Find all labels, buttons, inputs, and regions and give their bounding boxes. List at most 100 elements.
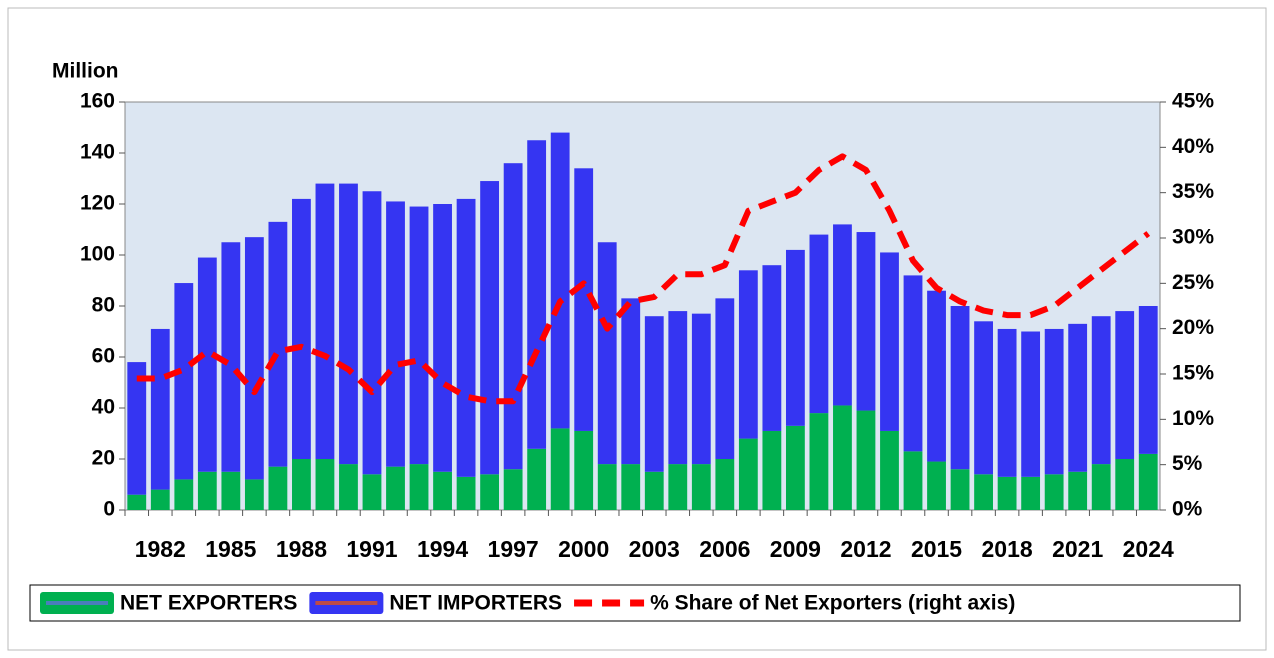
y-tick-label: 60 — [92, 345, 115, 368]
bar — [668, 311, 688, 465]
bar — [738, 438, 758, 510]
bar — [691, 464, 711, 510]
bar — [386, 466, 405, 510]
bar — [174, 283, 194, 480]
bar — [1115, 459, 1135, 510]
y2-tick-label: 5% — [1172, 452, 1203, 475]
bar — [268, 221, 288, 467]
bar — [597, 464, 617, 510]
y-tick-label: 160 — [80, 90, 115, 113]
bar — [574, 168, 594, 431]
bar — [150, 489, 170, 510]
y-tick-label: 80 — [92, 294, 115, 317]
bar — [880, 430, 899, 510]
y-axis-title: Million — [52, 60, 119, 83]
bar — [1068, 471, 1088, 510]
bar — [809, 413, 829, 510]
legend-label: % Share of Net Exporters (right axis) — [650, 592, 1015, 615]
bar — [621, 464, 641, 510]
bar — [762, 430, 782, 510]
bar — [197, 471, 217, 510]
bar — [433, 471, 452, 510]
bar — [738, 270, 758, 439]
bar — [903, 275, 923, 452]
bar — [292, 459, 311, 510]
bar — [785, 425, 805, 510]
bar — [292, 198, 311, 459]
bar — [503, 469, 523, 510]
bar — [1021, 476, 1041, 510]
bar — [480, 181, 500, 475]
bar — [715, 459, 735, 510]
bar — [127, 362, 147, 495]
bar — [856, 232, 876, 411]
bar — [644, 471, 664, 510]
bar — [197, 257, 217, 472]
bar — [480, 474, 500, 510]
bar — [856, 410, 876, 510]
y2-tick-label: 0% — [1172, 498, 1203, 521]
bar — [221, 242, 241, 472]
bar — [809, 234, 829, 414]
bar — [362, 191, 382, 475]
bar — [409, 464, 429, 510]
bar — [527, 448, 547, 510]
bar — [927, 290, 946, 462]
y2-tick-label: 40% — [1172, 135, 1214, 158]
y-tick-label: 40 — [92, 396, 115, 419]
x-tick-label: 1997 — [488, 536, 539, 562]
bar — [997, 476, 1017, 510]
bar — [1068, 323, 1088, 472]
y2-tick-label: 25% — [1172, 271, 1214, 294]
bar — [315, 183, 335, 459]
x-tick-label: 1988 — [276, 536, 327, 562]
bar — [1115, 311, 1135, 459]
y-tick-label: 20 — [92, 447, 115, 470]
bar — [221, 471, 241, 510]
bar — [1138, 306, 1158, 454]
bar — [1021, 331, 1041, 477]
x-tick-label: 2003 — [629, 536, 680, 562]
bar — [127, 494, 147, 510]
bar — [833, 405, 852, 510]
bar — [456, 476, 476, 510]
bar — [1091, 464, 1111, 510]
bar — [950, 469, 970, 510]
bar — [903, 451, 923, 510]
x-tick-label: 2006 — [699, 536, 750, 562]
x-tick-label: 2024 — [1123, 536, 1174, 562]
y-tick-label: 140 — [80, 141, 115, 164]
y2-tick-label: 15% — [1172, 362, 1214, 385]
y2-tick-label: 30% — [1172, 226, 1214, 249]
y2-tick-label: 45% — [1172, 90, 1214, 113]
bar — [456, 198, 476, 477]
bar — [1044, 328, 1064, 475]
bar — [433, 204, 452, 472]
bar — [550, 132, 570, 429]
bar — [785, 249, 805, 426]
y-tick-label: 120 — [80, 192, 115, 215]
bar — [268, 466, 288, 510]
bar — [1138, 453, 1158, 510]
bar — [715, 298, 735, 459]
bar — [244, 479, 264, 510]
legend-label: NET EXPORTERS — [120, 592, 297, 615]
bar — [621, 298, 641, 465]
x-tick-label: 1994 — [417, 536, 468, 562]
bar — [315, 459, 335, 510]
y-tick-label: 0 — [103, 498, 115, 521]
y2-tick-label: 20% — [1172, 316, 1214, 339]
x-tick-label: 2015 — [911, 536, 962, 562]
x-tick-label: 2012 — [840, 536, 891, 562]
x-tick-label: 2021 — [1052, 536, 1103, 562]
bar — [644, 316, 664, 472]
bar — [762, 265, 782, 431]
bar — [1091, 316, 1111, 465]
bar — [362, 474, 382, 510]
bar — [668, 464, 688, 510]
bar — [503, 163, 523, 470]
bar — [974, 321, 993, 475]
bar — [974, 474, 993, 510]
bar — [339, 183, 358, 465]
